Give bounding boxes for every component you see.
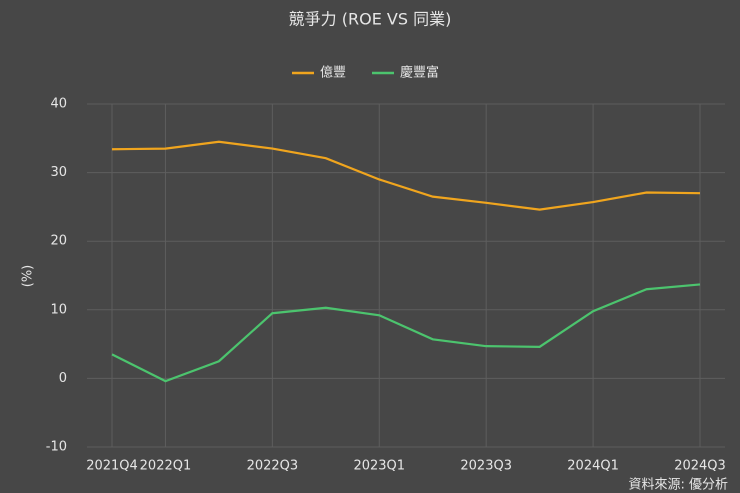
legend-label: 億豐 [320, 65, 346, 81]
source-note: 資料來源: 優分析 [628, 478, 728, 493]
y-axis-label: (%) [21, 265, 36, 288]
x-tick-label: 2024Q1 [567, 459, 619, 474]
x-tick-label: 2022Q3 [247, 459, 299, 474]
y-tick-label: 10 [50, 302, 67, 317]
x-tick-label: 2022Q1 [140, 459, 192, 474]
y-tick-label: 40 [50, 97, 67, 112]
x-tick-label: 2021Q4 [86, 459, 138, 474]
y-tick-label: -10 [46, 440, 67, 455]
x-tick-label: 2023Q3 [460, 459, 512, 474]
y-tick-label: 0 [59, 371, 67, 386]
x-tick-label: 2023Q1 [353, 459, 405, 474]
series-line [111, 140, 701, 211]
chart-title: 競爭力 (ROE VS 同業) [289, 10, 452, 29]
legend-label: 慶豐富 [400, 65, 439, 81]
series-line [111, 283, 701, 383]
y-tick-label: 20 [50, 234, 67, 249]
x-tick-label: 2024Q3 [674, 459, 726, 474]
y-tick-label: 30 [50, 165, 67, 180]
